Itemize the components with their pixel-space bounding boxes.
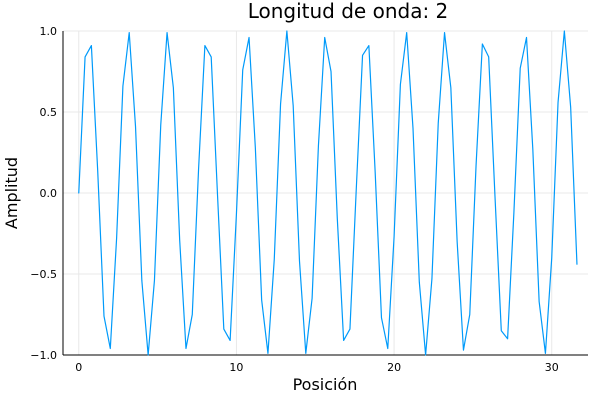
x-tick-label: 30: [545, 361, 559, 374]
axes: [62, 31, 588, 356]
series-line: [78, 30, 578, 356]
chart-title: Longitud de onda: 2: [248, 0, 449, 23]
x-tick-label: 10: [229, 361, 243, 374]
series-layer: [78, 30, 578, 356]
x-axis-label: Posición: [293, 375, 358, 394]
x-tick-label: 20: [387, 361, 401, 374]
x-tick-label: 0: [75, 361, 82, 374]
y-tick-label: 1.0: [40, 25, 58, 38]
y-tick-label: 0.5: [40, 106, 58, 119]
y-tick-label: −1.0: [30, 349, 57, 362]
tick-labels: 0 10 20 30 −1.0 −0.5 0.0 0.5 1.0: [30, 25, 558, 374]
y-tick-label: −0.5: [30, 268, 57, 281]
y-tick-label: 0.0: [40, 187, 58, 200]
y-axis-label: Amplitud: [2, 157, 21, 229]
